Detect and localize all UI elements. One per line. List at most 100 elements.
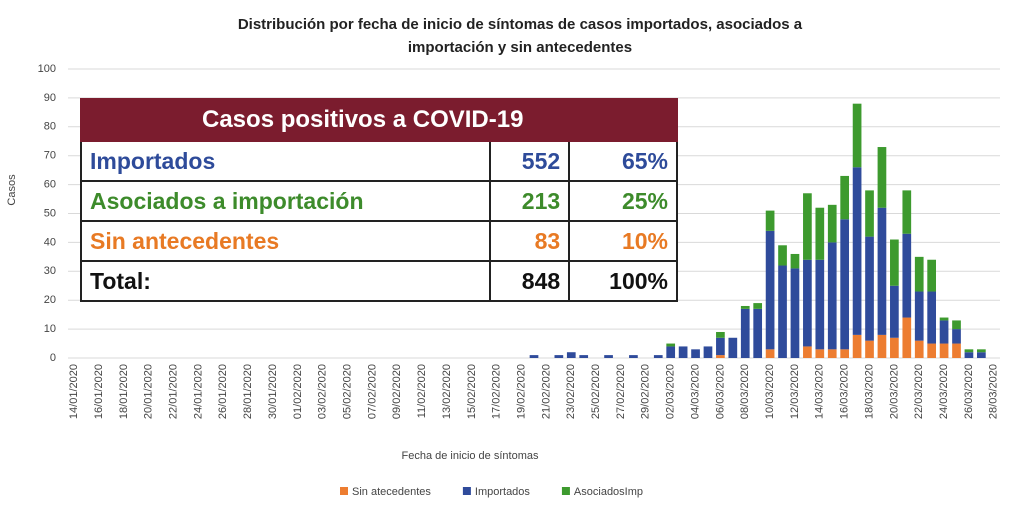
bar-segment: [765, 349, 775, 358]
bar-segment: [815, 259, 825, 350]
bar-segment: [790, 268, 800, 358]
x-tick-label: 24/03/2020: [938, 364, 950, 419]
x-tick-label: 16/03/2020: [839, 364, 851, 419]
bar-segment: [529, 355, 539, 358]
bar-segment: [653, 355, 663, 358]
bar-segment: [765, 230, 775, 350]
bar-segment: [803, 346, 812, 358]
bar-segment: [827, 242, 837, 350]
y-tick-label: 10: [44, 323, 56, 335]
bar-segment: [902, 233, 912, 318]
x-tick-label: 21/02/2020: [540, 364, 552, 419]
cell: 25%: [568, 180, 678, 222]
x-tick-label: 29/02/2020: [640, 364, 652, 419]
chart-subtitle: importación y sin antecedentes: [408, 39, 632, 56]
x-tick-label: 02/03/2020: [665, 364, 677, 419]
bar-segment: [666, 343, 676, 347]
x-tick-label: 11/02/2020: [416, 364, 428, 418]
x-tick-label: 17/02/2020: [491, 364, 503, 419]
y-tick-label: 20: [44, 294, 56, 306]
bar-segment: [666, 346, 676, 358]
x-tick-label: 15/02/2020: [466, 364, 478, 419]
bar-segment: [877, 334, 887, 358]
legend-label: AsociadosImp: [574, 486, 643, 498]
cell: 552: [489, 140, 571, 182]
x-tick-label: 12/03/2020: [789, 364, 801, 419]
bar-segment: [914, 256, 924, 292]
bar-segment: [778, 265, 787, 358]
bar-segment: [778, 245, 787, 266]
bar-segment: [716, 355, 725, 358]
x-tick-label: 22/03/2020: [913, 364, 925, 419]
x-tick-label: 20/03/2020: [888, 364, 900, 419]
bar-segment: [852, 334, 862, 358]
y-tick-label: 70: [44, 150, 56, 162]
bar-segment: [840, 175, 850, 220]
legend-label: Importados: [475, 486, 531, 498]
x-tick-label: 25/02/2020: [590, 364, 602, 419]
bar-segment: [716, 331, 725, 338]
bar-segment: [902, 190, 912, 234]
x-tick-label: 03/02/2020: [317, 364, 329, 419]
bar-segment: [890, 337, 899, 358]
x-tick-label: 13/02/2020: [441, 364, 453, 419]
y-tick-label: 80: [44, 121, 56, 133]
bar-segment: [890, 285, 899, 338]
bar-segment: [566, 352, 576, 358]
x-tick-label: 05/02/2020: [342, 364, 354, 419]
bar-segment: [554, 355, 564, 358]
y-tick-label: 40: [44, 236, 56, 248]
x-tick-label: 28/01/2020: [242, 364, 254, 419]
x-tick-label: 07/02/2020: [366, 364, 378, 419]
bar-segment: [703, 346, 713, 358]
bar-segment: [827, 349, 837, 358]
x-tick-label: 22/01/2020: [168, 364, 180, 419]
x-tick-label: 08/03/2020: [739, 364, 751, 419]
bar-segment: [691, 349, 700, 358]
bar-segment: [827, 204, 837, 243]
bar-segment: [629, 355, 638, 358]
x-tick-label: 23/02/2020: [565, 364, 577, 419]
legend-swatch: [462, 487, 471, 495]
x-tick-label: 30/01/2020: [267, 364, 279, 419]
bar-segment: [977, 352, 986, 358]
y-tick-label: 0: [50, 352, 56, 364]
cell: 65%: [568, 140, 678, 182]
bar-segment: [977, 349, 986, 353]
x-tick-label: 06/03/2020: [714, 364, 726, 419]
bar-segment: [803, 259, 812, 347]
bar-segment: [914, 291, 924, 341]
bar-segment: [815, 207, 825, 260]
summary-table: Casos positivos a COVID-19 Importados 552…: [79, 98, 678, 302]
bar-segment: [604, 355, 613, 358]
bar-segment: [890, 239, 899, 286]
x-tick-label: 16/01/2020: [93, 364, 105, 419]
bar-segment: [740, 305, 750, 309]
bar-segment: [902, 317, 912, 358]
bar-segment: [840, 349, 850, 358]
x-tick-label: 04/03/2020: [689, 364, 701, 419]
bar-segment: [964, 352, 974, 358]
bar-segment: [579, 355, 589, 358]
bar-segment: [952, 320, 961, 330]
bar-segment: [877, 147, 887, 208]
y-tick-label: 30: [44, 265, 56, 277]
x-tick-label: 27/02/2020: [615, 364, 627, 419]
bar-segment: [790, 253, 800, 269]
x-axis-title: Fecha de inicio de síntomas: [402, 450, 539, 462]
cell: 10%: [568, 220, 678, 262]
bar-segment: [678, 346, 688, 358]
bar-segment: [939, 317, 949, 321]
y-tick-label: 90: [44, 92, 56, 104]
bar-segment: [765, 210, 775, 231]
bar-segment: [815, 349, 825, 358]
bar-segment: [877, 207, 887, 335]
bar-segment: [914, 340, 924, 358]
cell: 848: [489, 260, 571, 302]
cell: Asociados a importación: [79, 180, 492, 222]
x-tick-label: 20/01/2020: [143, 364, 155, 419]
legend-swatch: [561, 487, 570, 495]
bar-segment: [964, 349, 974, 353]
bar-segment: [865, 340, 874, 358]
